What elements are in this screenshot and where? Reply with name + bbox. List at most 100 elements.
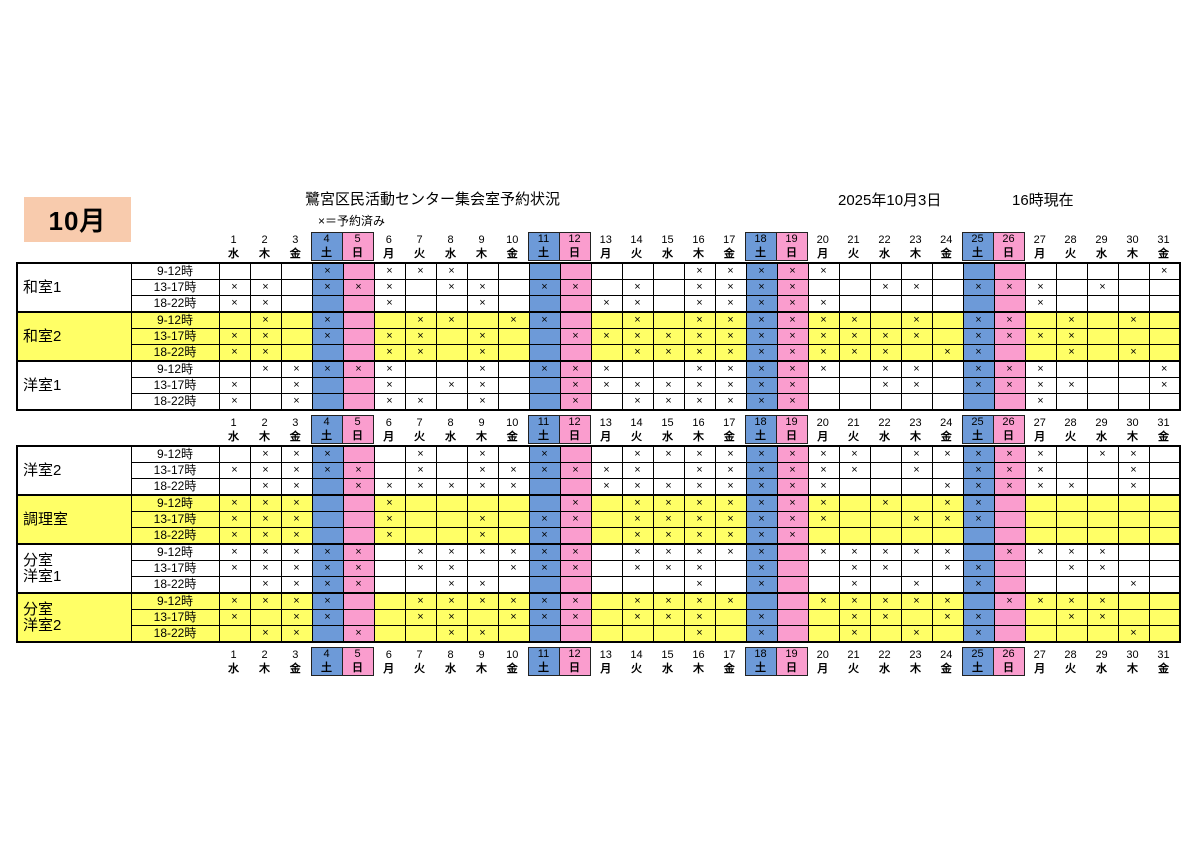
day-number: 4 xyxy=(323,416,330,428)
reservation-cell: × xyxy=(466,360,499,378)
day-header-cell: 10 金 xyxy=(497,233,528,261)
reservation-cell xyxy=(1055,462,1088,479)
reservation-cell: × xyxy=(807,295,840,313)
day-number: 20 xyxy=(816,648,829,661)
day-header-cell: 17 金 xyxy=(714,416,745,444)
day-weekday: 水 xyxy=(662,662,673,675)
reservation-cell xyxy=(373,560,406,577)
reservation-cell: × xyxy=(776,377,809,394)
day-weekday: 火 xyxy=(1065,247,1076,260)
day-weekday: 土 xyxy=(755,430,766,442)
time-slot-row: 18-22時 × × × × × × × × × × × × xyxy=(17,295,1181,313)
reservation-cell: × xyxy=(931,543,964,561)
reservation-cell: × xyxy=(807,311,840,329)
reservation-cell xyxy=(404,511,437,528)
reservation-cell xyxy=(590,576,623,594)
day-weekday: 日 xyxy=(1003,662,1014,674)
reservation-cell xyxy=(807,560,840,577)
room-name: 和室2 xyxy=(16,311,132,362)
reservation-cell xyxy=(1117,609,1150,626)
time-slot-row: 13-17時 × × × × × × × × × × × × × × × × × × × × xyxy=(17,279,1181,296)
day-weekday: 金 xyxy=(506,247,518,260)
reservation-cell: × xyxy=(404,311,437,329)
reservation-cell xyxy=(1086,311,1119,329)
day-number: 11 xyxy=(537,416,550,428)
reservation-cell: × xyxy=(714,279,747,296)
day-header-cell: 19 日 xyxy=(775,232,808,261)
reservation-cell: × xyxy=(342,543,375,561)
reservation-cell: × xyxy=(342,625,375,643)
day-number: 3 xyxy=(292,648,299,661)
reservation-cell: × xyxy=(714,494,747,512)
day-number: 24 xyxy=(940,233,953,246)
reservation-cell: × xyxy=(373,262,406,280)
room-block: 分室 洋室2 9-12時 × × × × × × × × × × × × × × × × × × × × × × × 13-17時 ×… xyxy=(16,592,1181,643)
reservation-cell: × xyxy=(869,494,902,512)
day-header-cell: 13 月 xyxy=(590,233,621,261)
reservation-cell xyxy=(1055,393,1088,411)
reservation-cell: × xyxy=(590,295,623,313)
day-header-strip: 1 水 2 木 3 金 4 土 5 日 6 月 7 火 8 水 9 木 10 金 11 土 12 日 13 月 14 火 15 水 16 木 1… xyxy=(16,647,1179,676)
reservation-cell xyxy=(342,592,375,610)
reservation-cell xyxy=(404,527,437,545)
day-header-cell: 11 土 xyxy=(527,415,560,444)
reservation-cell: × xyxy=(652,543,685,561)
day-header-strip: 1 水 2 木 3 金 4 土 5 日 6 月 7 火 8 水 9 木 10 金 11 土 12 日 13 月 14 火 15 水 16 木 1… xyxy=(16,232,1179,261)
reservation-cell: × xyxy=(404,543,437,561)
day-number: 26 xyxy=(1002,233,1015,245)
reservation-cell xyxy=(1055,360,1088,378)
day-number: 7 xyxy=(416,416,423,429)
reservation-cell xyxy=(993,262,1026,280)
reservation-cell: × xyxy=(404,393,437,411)
reservation-cell xyxy=(497,360,530,378)
reservation-cell: × xyxy=(280,393,313,411)
reservation-cell: × xyxy=(466,462,499,479)
reservation-cell xyxy=(1086,344,1119,362)
reservation-cell xyxy=(962,295,995,313)
day-weekday: 日 xyxy=(1003,430,1014,442)
reservation-cell xyxy=(435,462,468,479)
day-number: 29 xyxy=(1095,648,1108,661)
reservation-cell: × xyxy=(311,445,344,463)
reservation-cell xyxy=(652,625,685,643)
reservation-cell xyxy=(714,609,747,626)
reservation-cell: × xyxy=(311,311,344,329)
reservation-cell xyxy=(435,511,468,528)
reservation-cell: × xyxy=(652,445,685,463)
day-number: 24 xyxy=(940,416,953,429)
reservation-cell: × xyxy=(714,527,747,545)
time-slot-label: 9-12時 xyxy=(130,311,220,329)
reservation-cell xyxy=(1024,527,1057,545)
day-weekday: 土 xyxy=(755,247,766,259)
reservation-cell: × xyxy=(993,445,1026,463)
reservation-cell: × xyxy=(435,576,468,594)
day-number: 15 xyxy=(661,648,674,661)
reservation-cell: × xyxy=(745,560,778,577)
reservation-cell xyxy=(373,543,406,561)
time-slot-label: 9-12時 xyxy=(130,360,220,378)
reservation-cell xyxy=(1148,592,1181,610)
time-slot-label: 13-17時 xyxy=(130,560,220,577)
reservation-cell xyxy=(559,527,592,545)
reservation-cell xyxy=(373,625,406,643)
reservation-cell: × xyxy=(249,511,282,528)
reservation-cell: × xyxy=(993,543,1026,561)
reservation-cell xyxy=(528,478,561,496)
day-number: 14 xyxy=(630,233,643,246)
month-label-text: 10月 xyxy=(48,206,107,236)
reservation-cell xyxy=(249,393,282,411)
reservation-cell xyxy=(249,262,282,280)
reservation-cell: × xyxy=(497,560,530,577)
reservation-cell xyxy=(807,625,840,643)
reservation-cell xyxy=(404,576,437,594)
reservation-cell: × xyxy=(869,328,902,345)
day-number: 15 xyxy=(661,416,674,429)
reservation-cell: × xyxy=(776,393,809,411)
reservation-cell: × xyxy=(776,511,809,528)
reservation-cell xyxy=(652,279,685,296)
reservation-cell xyxy=(1086,494,1119,512)
reservation-cell xyxy=(931,377,964,394)
day-number: 1 xyxy=(230,416,237,429)
